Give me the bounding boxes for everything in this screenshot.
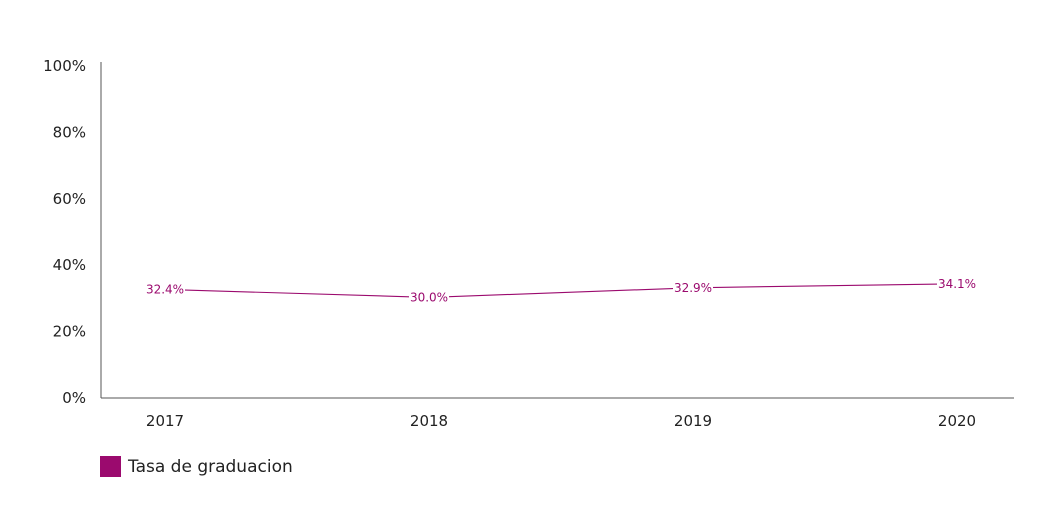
series-layer bbox=[164, 280, 958, 301]
series-segment bbox=[164, 288, 430, 301]
data-label: 34.1% bbox=[938, 277, 976, 291]
y-axis-ticks: 0% 20% 40% 60% 80% 100% bbox=[43, 57, 86, 407]
data-label: 30.0% bbox=[410, 290, 448, 304]
y-tick-label: 100% bbox=[43, 57, 86, 75]
data-label-bg bbox=[409, 289, 449, 304]
x-tick-label: 2018 bbox=[410, 412, 448, 430]
y-tick-label: 40% bbox=[53, 256, 86, 274]
y-tick-label: 80% bbox=[53, 123, 86, 141]
legend: Tasa de graduacion bbox=[100, 456, 293, 477]
data-labels: 32.4% 30.0% 32.9% 34.1% bbox=[145, 275, 977, 304]
x-tick-label: 2020 bbox=[938, 412, 976, 430]
series-segment bbox=[428, 285, 694, 298]
axes bbox=[100, 62, 1014, 399]
data-label: 32.9% bbox=[674, 281, 712, 295]
y-tick-label: 20% bbox=[53, 323, 86, 341]
x-tick-label: 2019 bbox=[674, 412, 712, 430]
data-label-bg bbox=[145, 281, 185, 296]
data-label: 32.4% bbox=[146, 282, 184, 296]
x-axis-ticks: 2017 2018 2019 2020 bbox=[146, 412, 976, 430]
legend-swatch bbox=[100, 456, 121, 477]
series-segment bbox=[692, 280, 958, 289]
data-label-bg bbox=[937, 275, 977, 290]
legend-label: Tasa de graduacion bbox=[128, 456, 293, 477]
y-tick-label: 60% bbox=[53, 190, 86, 208]
data-label-bg bbox=[673, 279, 713, 294]
x-tick-label: 2017 bbox=[146, 412, 184, 430]
y-tick-label: 0% bbox=[62, 389, 86, 407]
